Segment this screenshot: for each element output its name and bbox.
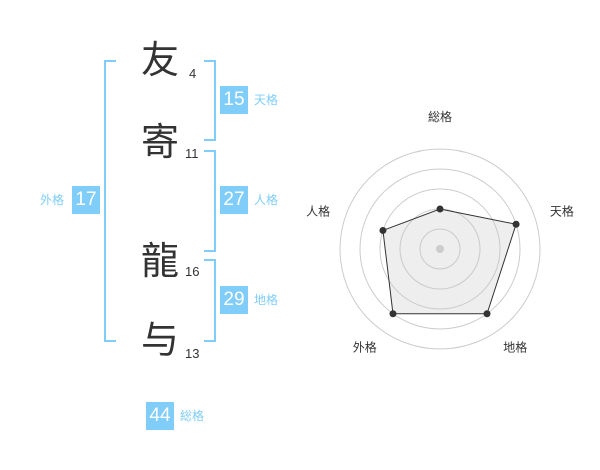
radar-ring xyxy=(359,168,521,330)
chikaku-label: 地格 xyxy=(254,293,279,307)
tenkaku-value: 15 xyxy=(220,86,248,114)
stroke-count-3: 16 xyxy=(185,264,200,279)
soukaku-value: 44 xyxy=(146,402,174,430)
name-char-1: 友 xyxy=(140,38,179,82)
radar-axis-label: 総格 xyxy=(428,109,452,124)
soukaku-label: 総格 xyxy=(180,409,205,423)
radar-ring xyxy=(379,188,501,310)
gaikaku-label: 外格 xyxy=(40,193,65,207)
radar-point xyxy=(389,310,397,318)
chikaku-bracket xyxy=(204,259,216,342)
radar-point xyxy=(512,220,520,228)
radar-point xyxy=(483,310,491,318)
radar-axis-label: 天格 xyxy=(550,203,574,218)
radar-area xyxy=(382,208,517,315)
gaikaku-value: 17 xyxy=(72,186,100,214)
jinkaku-label: 人格 xyxy=(254,193,279,207)
radar-axis-label: 人格 xyxy=(306,203,330,218)
jinkaku-value: 27 xyxy=(220,186,248,214)
tenkaku-bracket xyxy=(204,60,216,141)
stroke-count-4: 13 xyxy=(185,346,200,361)
name-char-3: 龍 xyxy=(140,239,179,283)
radar-point xyxy=(436,205,444,213)
radar-ring xyxy=(419,228,461,270)
tenkaku-label: 天格 xyxy=(254,93,279,107)
name-char-4: 与 xyxy=(140,318,179,362)
stroke-count-2: 11 xyxy=(185,146,199,161)
name-char-2: 寄 xyxy=(140,120,179,164)
gaikaku-bracket xyxy=(104,60,116,342)
radar-axis-label: 外格 xyxy=(353,340,377,355)
radar-ring xyxy=(339,148,541,350)
radar-axis-label: 地格 xyxy=(503,340,527,355)
radar-center xyxy=(436,245,444,253)
radar-point xyxy=(379,226,387,234)
jinkaku-bracket xyxy=(204,150,216,252)
chikaku-value: 29 xyxy=(220,286,248,314)
stroke-count-1: 4 xyxy=(189,66,197,81)
